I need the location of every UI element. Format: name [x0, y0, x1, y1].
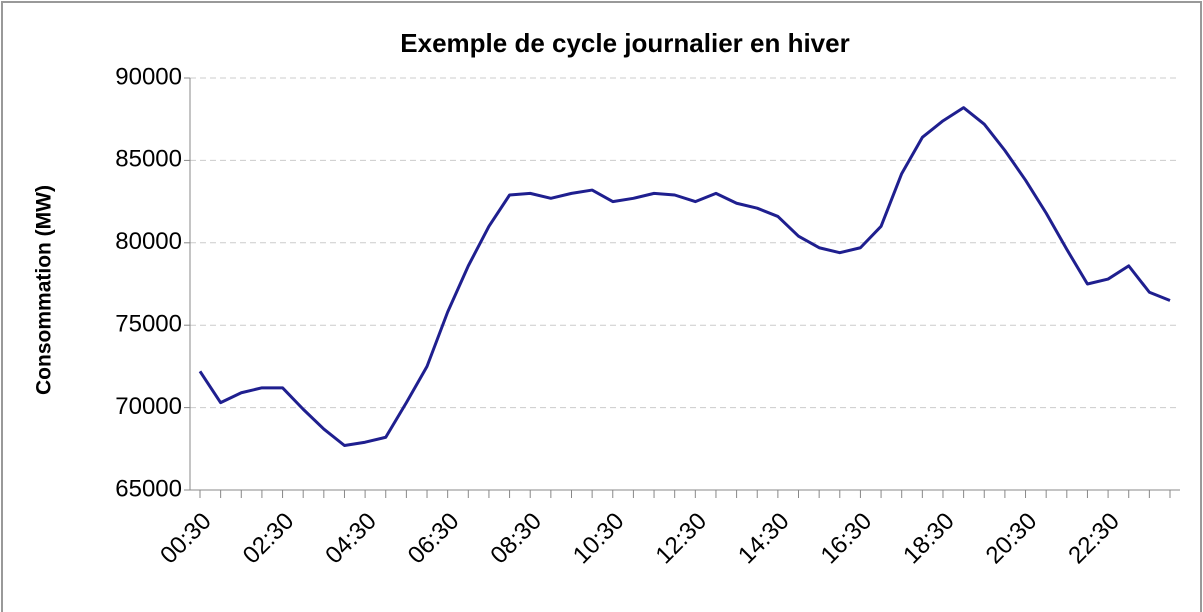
x-tick-label: 22:30: [1063, 508, 1125, 570]
x-tick-label: 02:30: [238, 508, 300, 570]
y-tick-label: 70000: [115, 393, 182, 420]
x-tick-label: 18:30: [898, 508, 960, 570]
x-tick-label: 20:30: [981, 508, 1043, 570]
y-tick-label: 85000: [115, 146, 182, 173]
y-tick-label: 75000: [115, 311, 182, 338]
x-tick-label: 08:30: [485, 508, 547, 570]
chart-title: Exemple de cycle journalier en hiver: [400, 28, 849, 58]
y-tick-label: 65000: [115, 475, 182, 502]
x-tick-label: 14:30: [733, 508, 795, 570]
x-tick-label: 00:30: [155, 508, 217, 570]
y-axis-label: Consommation (MW): [33, 185, 56, 395]
x-tick-label: 10:30: [568, 508, 630, 570]
x-tick-label: 06:30: [403, 508, 465, 570]
x-tick-label: 04:30: [320, 508, 382, 570]
y-tick-label: 80000: [115, 228, 182, 255]
line: [198, 106, 1171, 448]
y-tick-label: 90000: [115, 63, 182, 90]
x-tick-label: 16:30: [816, 508, 878, 570]
x-tick-label: 12:30: [650, 508, 712, 570]
